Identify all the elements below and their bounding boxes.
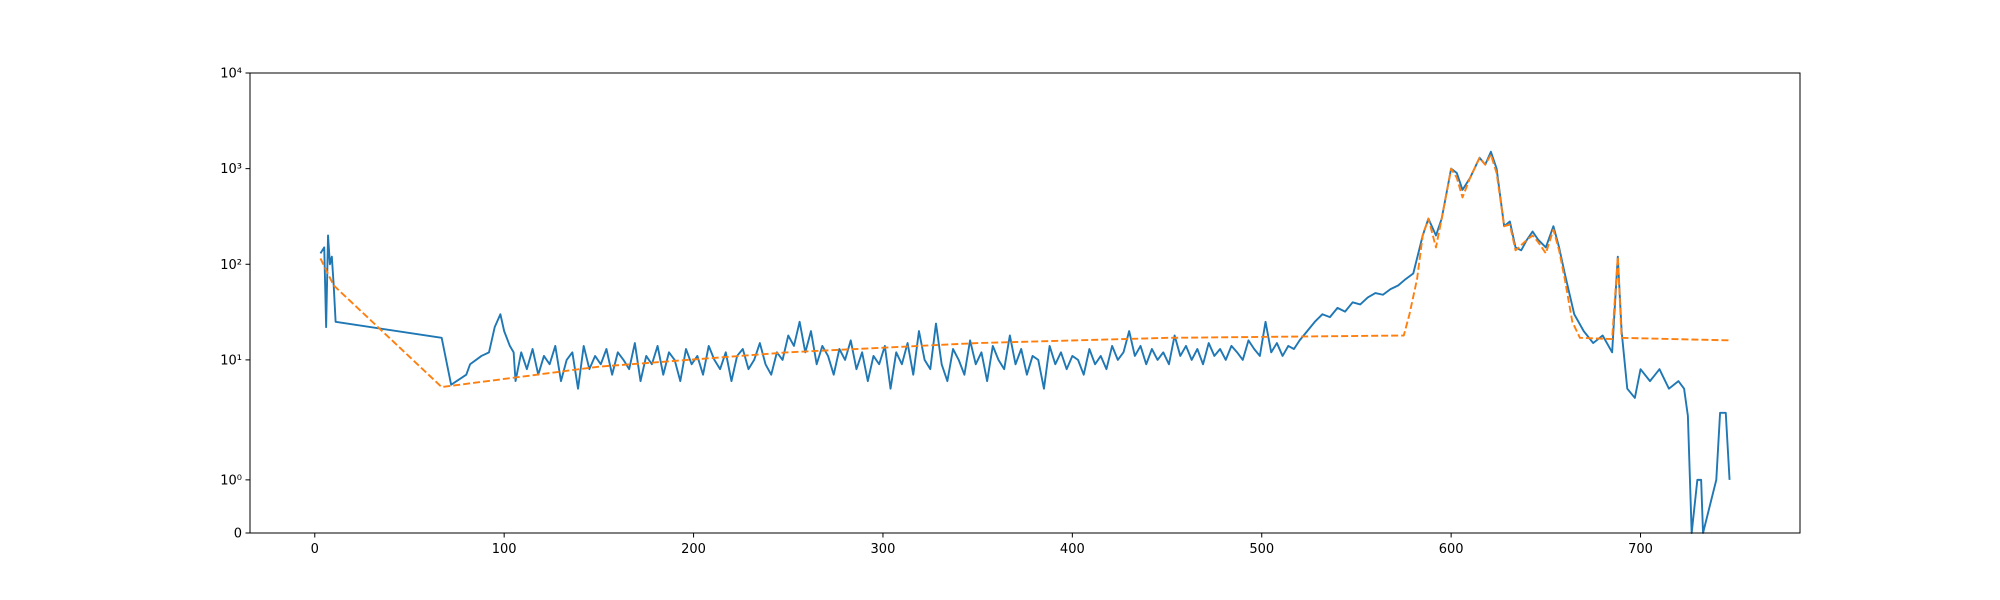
x-tick-label: 0 <box>311 542 319 557</box>
y-tick-label: 10⁴ <box>220 67 242 82</box>
x-tick-label: 700 <box>1628 542 1653 557</box>
y-tick-label: 10⁰ <box>220 473 242 488</box>
x-tick-label: 100 <box>492 542 517 557</box>
y-tick-label: 10¹ <box>220 353 242 368</box>
x-tick-label: 600 <box>1439 542 1464 557</box>
y-tick-label: 10³ <box>220 162 242 177</box>
data-line <box>319 153 1730 389</box>
x-tick-label: 400 <box>1060 542 1085 557</box>
x-tick-label: 300 <box>871 542 896 557</box>
y-tick-label: 10² <box>220 258 242 273</box>
y-tick-label: 0 <box>234 527 242 542</box>
x-tick-label: 500 <box>1249 542 1274 557</box>
x-tick-label: 200 <box>681 542 706 557</box>
plot-frame <box>249 72 1801 534</box>
